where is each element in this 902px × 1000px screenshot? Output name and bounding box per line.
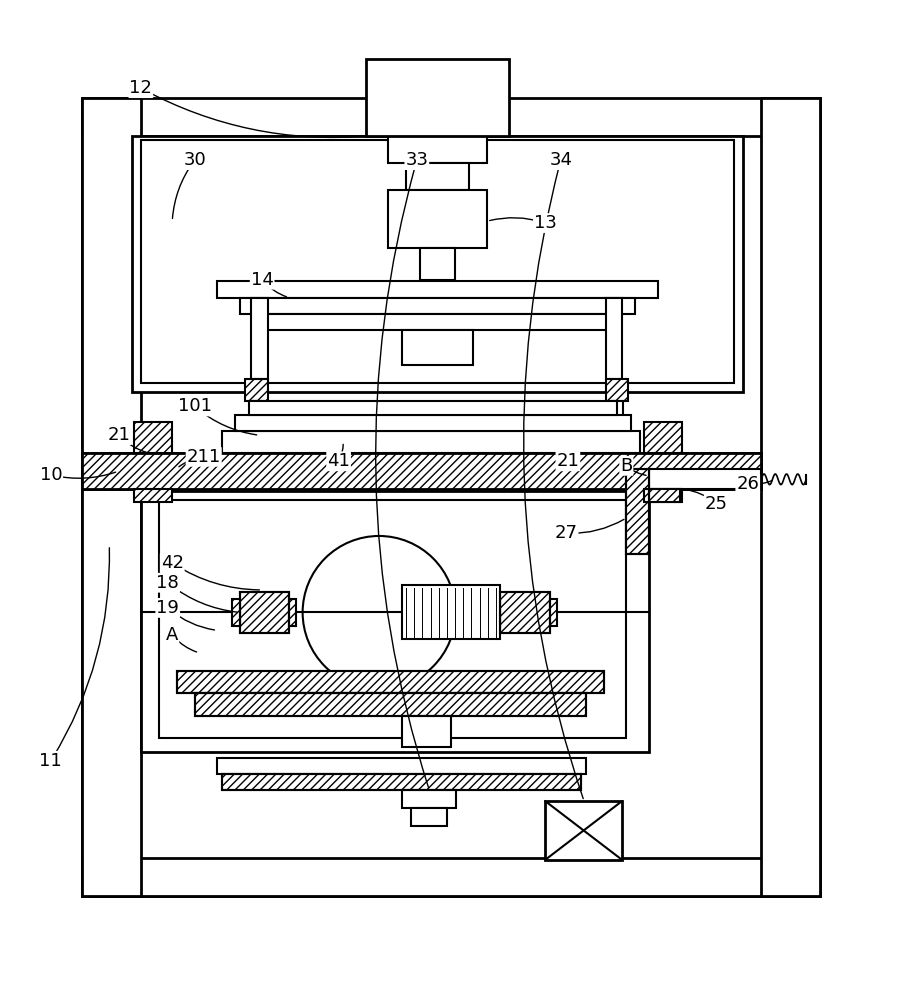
Bar [235, 415, 630, 431]
Bar [195, 693, 586, 716]
Text: 25: 25 [704, 495, 728, 513]
Text: 33: 33 [405, 151, 428, 169]
Bar [222, 774, 582, 790]
Bar [82, 858, 820, 896]
Text: 18: 18 [156, 574, 179, 592]
Bar [233, 599, 240, 626]
Bar [290, 599, 297, 626]
Text: B: B [621, 457, 632, 475]
Bar [82, 98, 820, 136]
Bar [177, 671, 603, 693]
Text: 211: 211 [187, 448, 221, 466]
Bar [141, 140, 734, 383]
Bar [401, 330, 474, 365]
Bar [249, 401, 617, 415]
Bar [626, 469, 649, 554]
Text: 14: 14 [251, 271, 273, 289]
Text: 34: 34 [549, 151, 572, 169]
Bar [644, 422, 682, 453]
Bar [419, 248, 456, 280]
Bar [252, 401, 262, 435]
Text: 12: 12 [129, 79, 152, 97]
Bar [240, 298, 635, 314]
Text: 27: 27 [555, 524, 577, 542]
Bar [644, 489, 682, 502]
Bar [401, 716, 451, 747]
Bar [365, 59, 510, 136]
Bar [388, 190, 487, 248]
Bar [245, 379, 268, 401]
Bar [649, 469, 761, 489]
Text: 19: 19 [156, 599, 179, 617]
Bar [134, 422, 172, 453]
Text: 21: 21 [557, 452, 579, 470]
Bar [195, 693, 586, 716]
Text: 26: 26 [736, 475, 759, 493]
Text: 10: 10 [40, 466, 62, 484]
Bar [402, 790, 456, 808]
Bar [82, 98, 141, 896]
Text: 21: 21 [107, 426, 131, 444]
Text: A: A [166, 626, 179, 644]
Bar [252, 298, 268, 379]
Bar [177, 671, 603, 693]
Bar [82, 453, 761, 489]
Bar [649, 489, 680, 502]
Bar [132, 136, 743, 392]
Bar [240, 592, 290, 633]
Bar [501, 592, 550, 633]
Bar [222, 774, 582, 790]
Bar [82, 113, 820, 896]
Text: 41: 41 [327, 452, 350, 470]
Bar [550, 599, 557, 626]
Bar [605, 298, 621, 379]
Bar [493, 599, 501, 626]
Text: 42: 42 [161, 554, 184, 572]
Bar [626, 469, 649, 554]
Bar [388, 136, 487, 163]
Bar [134, 489, 172, 502]
Bar [761, 98, 820, 896]
Bar [159, 500, 626, 738]
Bar [612, 401, 622, 435]
Text: 30: 30 [183, 151, 206, 169]
Bar [411, 808, 447, 826]
Bar [222, 431, 640, 453]
Bar [546, 801, 621, 860]
Bar [258, 314, 617, 330]
Bar [141, 491, 649, 752]
Bar [406, 163, 469, 190]
Bar [501, 592, 550, 633]
Bar [240, 592, 290, 633]
Text: 101: 101 [178, 397, 212, 415]
Text: 11: 11 [40, 752, 62, 770]
Bar [217, 281, 658, 298]
Bar [217, 758, 586, 774]
Bar [605, 379, 628, 401]
Bar [401, 585, 501, 639]
Text: 13: 13 [534, 214, 557, 232]
